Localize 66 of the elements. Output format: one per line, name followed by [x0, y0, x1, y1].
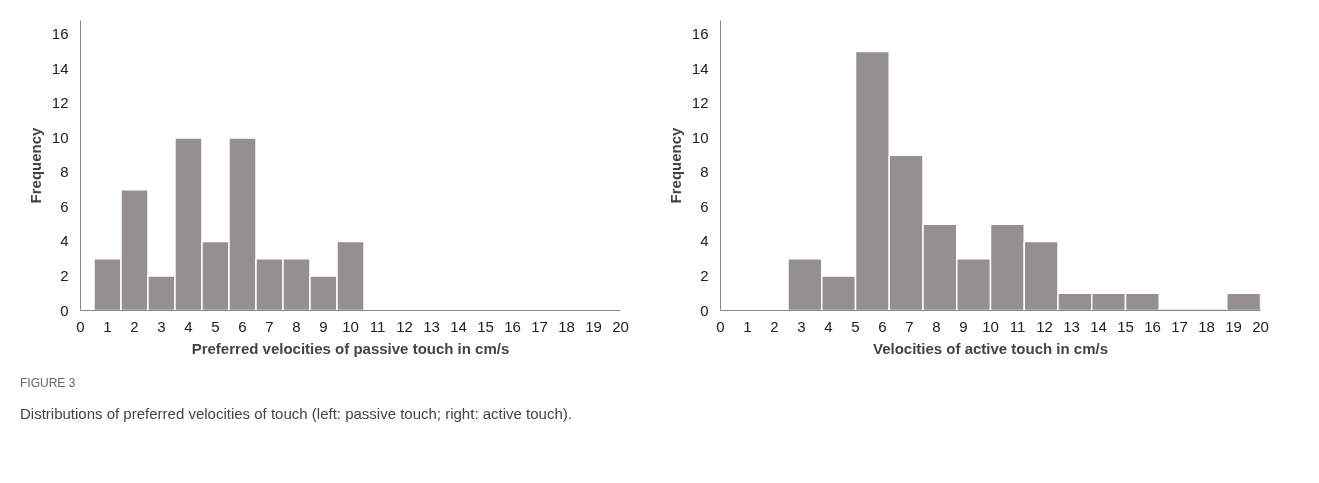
x-tick-label: 20 [612, 317, 629, 335]
x-tick-label: 14 [1090, 317, 1107, 335]
x-tick-label: 17 [531, 317, 548, 335]
x-tick-label: 0 [716, 317, 725, 335]
x-tick-label: 13 [1063, 317, 1080, 335]
x-tick-label: 1 [103, 317, 112, 335]
y-tick-label: 10 [691, 128, 709, 146]
x-axis-title: Velocities of active touch in cm/s [872, 339, 1109, 357]
x-tick-label: 4 [184, 317, 193, 335]
x-tick-label: 15 [1117, 317, 1134, 335]
x-tick-label: 7 [265, 317, 274, 335]
x-tick-label: 9 [959, 317, 968, 335]
y-tick-label: 16 [691, 25, 709, 43]
x-tick-label: 16 [1144, 317, 1161, 335]
x-tick-label: 18 [1198, 317, 1215, 335]
x-tick-label: 12 [1036, 317, 1053, 335]
y-tick-label: 2 [60, 266, 69, 284]
x-tick-label: 5 [211, 317, 220, 335]
x-tick-label: 19 [1225, 317, 1242, 335]
x-tick-label: 3 [797, 317, 806, 335]
x-tick-label: 6 [238, 317, 247, 335]
y-tick-label: 12 [51, 94, 69, 112]
x-tick-label: 3 [157, 317, 166, 335]
x-tick-label: 5 [851, 317, 860, 335]
y-tick-label: 8 [60, 163, 69, 181]
caption: FIGURE 3 [20, 375, 76, 392]
x-tick-label: 13 [423, 317, 440, 335]
x-tick-label: 15 [477, 317, 494, 335]
x-tick-label: 11 [369, 317, 386, 335]
x-tick-label: 7 [905, 317, 914, 335]
x-tick-label: 4 [824, 317, 833, 335]
y-tick-label: 4 [60, 232, 69, 250]
x-tick-label: 0 [76, 317, 85, 335]
y-tick-label: 12 [691, 94, 709, 112]
x-tick-label: 12 [396, 317, 413, 335]
x-tick-label: 16 [504, 317, 521, 335]
x-tick-label: 6 [878, 317, 887, 335]
y-tick-label: 16 [51, 25, 69, 43]
x-axis-title: Preferred velocities of passive touch in cm/s [191, 339, 510, 357]
y-tick-label: 8 [700, 163, 709, 181]
text: Distributions of preferred velocities of touch (left: passive touch; right: active touch). [20, 404, 572, 424]
y-tick-label: 0 [60, 301, 69, 319]
y-tick-label: 10 [51, 128, 69, 146]
x-tick-label: 10 [982, 317, 999, 335]
x-tick-label: 2 [130, 317, 139, 335]
y-axis-title: Frequency [666, 126, 684, 204]
y-tick-label: 14 [51, 59, 69, 77]
x-tick-label: 11 [1009, 317, 1026, 335]
y-tick-label: 2 [700, 266, 709, 284]
y-tick-label: 14 [691, 59, 709, 77]
x-tick-label: 8 [292, 317, 301, 335]
y-tick-label: 0 [700, 301, 709, 319]
x-tick-label: 20 [1252, 317, 1269, 335]
y-axis-title: Frequency [26, 126, 44, 204]
x-tick-label: 17 [1171, 317, 1188, 335]
x-tick-label: 9 [319, 317, 328, 335]
y-tick-label: 6 [60, 197, 69, 215]
x-tick-label: 8 [932, 317, 941, 335]
x-tick-label: 2 [770, 317, 779, 335]
y-tick-label: 4 [700, 232, 709, 250]
x-tick-label: 19 [585, 317, 602, 335]
x-tick-label: 18 [558, 317, 575, 335]
x-tick-label: 10 [342, 317, 359, 335]
x-tick-label: 1 [743, 317, 752, 335]
y-tick-label: 6 [700, 197, 709, 215]
x-tick-label: 14 [450, 317, 467, 335]
